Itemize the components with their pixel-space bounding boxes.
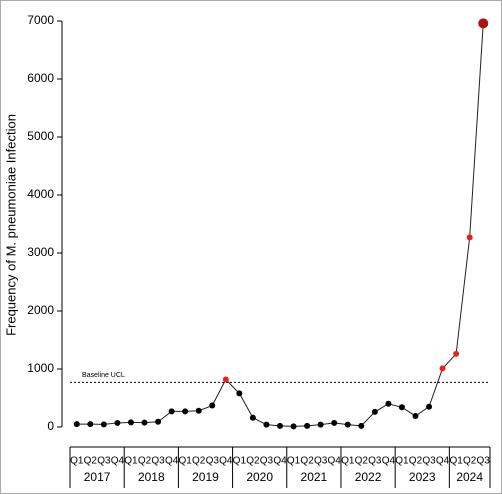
data-point <box>304 422 311 429</box>
x-tick-label: Q2 <box>300 456 314 467</box>
data-point <box>317 421 324 428</box>
data-point <box>358 422 365 429</box>
y-tick-label: 6000 <box>27 71 54 85</box>
y-tick-label: 4000 <box>27 187 54 201</box>
x-tick-label: Q3 <box>260 456 274 467</box>
y-tick-label: 1000 <box>27 361 54 375</box>
x-tick-label: Q1 <box>70 456 84 467</box>
y-tick-label: 7000 <box>27 13 54 27</box>
y-tick-label: 0 <box>47 419 54 433</box>
year-label: 2019 <box>192 470 219 484</box>
data-point <box>290 423 297 430</box>
data-point <box>371 408 378 415</box>
x-tick-label: Q1 <box>341 456 355 467</box>
x-tick-label: Q3 <box>477 456 491 467</box>
data-point <box>222 376 229 383</box>
x-tick-label: Q2 <box>138 456 152 467</box>
y-axis-label: Frequency of M. pneumoniae Infection <box>3 114 18 336</box>
x-tick-label: Q4 <box>328 456 342 467</box>
x-tick-label: Q1 <box>233 456 247 467</box>
data-point <box>100 421 107 428</box>
data-point <box>426 403 433 410</box>
y-tick-label: 2000 <box>27 303 54 317</box>
reference-label: Baseline UCL <box>82 372 125 379</box>
x-tick-label: Q4 <box>273 456 287 467</box>
x-tick-label: Q1 <box>178 456 192 467</box>
data-point <box>236 390 243 397</box>
data-point <box>412 412 419 419</box>
x-tick-label: Q3 <box>422 456 436 467</box>
data-point <box>182 408 189 415</box>
data-point <box>398 404 405 411</box>
data-point <box>87 421 94 428</box>
x-tick-label: Q3 <box>314 456 328 467</box>
series-line <box>76 23 484 427</box>
x-tick-label: Q1 <box>124 456 138 467</box>
data-point <box>331 419 338 426</box>
x-tick-label: Q4 <box>111 456 125 467</box>
x-tick-label: Q2 <box>463 456 477 467</box>
x-tick-label: Q4 <box>165 456 179 467</box>
x-tick-label: Q3 <box>97 456 111 467</box>
data-point <box>141 419 148 426</box>
y-tick-label: 3000 <box>27 245 54 259</box>
x-tick-label: Q1 <box>287 456 301 467</box>
data-point <box>195 407 202 414</box>
year-label: 2020 <box>246 470 273 484</box>
x-tick-label: Q1 <box>395 456 409 467</box>
year-label: 2021 <box>301 470 328 484</box>
x-tick-label: Q4 <box>219 456 233 467</box>
data-point <box>277 422 283 429</box>
x-tick-label: Q1 <box>449 456 463 467</box>
year-label: 2022 <box>355 470 382 484</box>
data-point <box>439 365 446 372</box>
data-point <box>263 421 270 428</box>
data-point <box>249 414 256 421</box>
data-point <box>478 18 489 29</box>
data-point <box>155 418 162 425</box>
x-tick-label: Q3 <box>151 456 165 467</box>
x-tick-label: Q3 <box>206 456 220 467</box>
data-point <box>385 400 392 407</box>
data-point <box>466 234 473 241</box>
x-tick-label: Q2 <box>246 456 260 467</box>
x-tick-label: Q2 <box>409 456 423 467</box>
x-tick-label: Q2 <box>192 456 206 467</box>
x-tick-label: Q4 <box>382 456 396 467</box>
x-tick-label: Q2 <box>84 456 98 467</box>
year-label: 2023 <box>409 470 436 484</box>
year-label: 2018 <box>138 470 165 484</box>
data-point <box>209 402 216 409</box>
data-point <box>168 408 175 415</box>
data-point <box>344 421 351 428</box>
data-point <box>127 419 134 426</box>
year-label: 2024 <box>456 470 483 484</box>
x-tick-label: Q4 <box>436 456 450 467</box>
y-tick-label: 5000 <box>27 129 54 143</box>
year-label: 2017 <box>84 470 111 484</box>
x-tick-label: Q2 <box>355 456 369 467</box>
data-point <box>114 419 121 426</box>
data-point <box>453 350 460 357</box>
data-point <box>73 421 80 428</box>
x-tick-label: Q3 <box>368 456 382 467</box>
